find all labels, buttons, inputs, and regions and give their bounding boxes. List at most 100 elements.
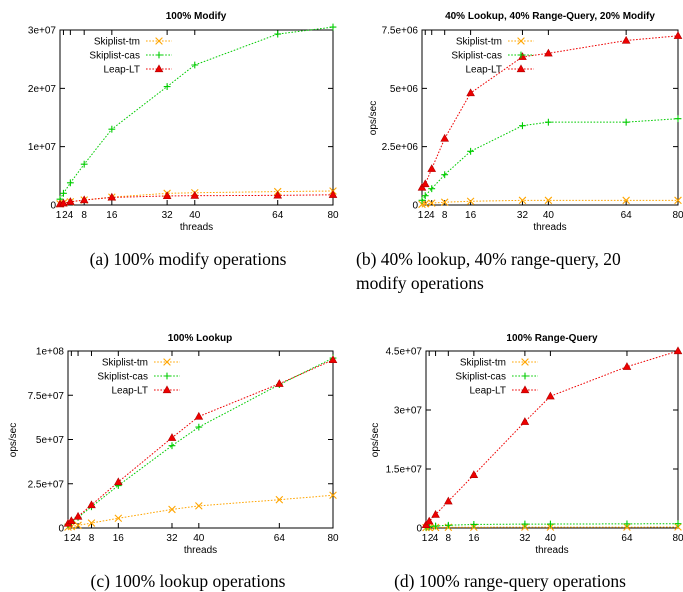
legend-marker bbox=[163, 372, 171, 380]
x-tick-label: 16 bbox=[468, 533, 480, 544]
legend-label: Skiplist-tm bbox=[94, 37, 140, 48]
legend-label: Leap-LT bbox=[103, 65, 140, 76]
data-point bbox=[195, 502, 203, 510]
y-tick-label: 0 bbox=[58, 524, 64, 535]
data-point bbox=[544, 196, 553, 205]
y-tick-label: 2e+07 bbox=[28, 84, 57, 95]
data-point bbox=[59, 198, 68, 207]
data-point bbox=[673, 346, 683, 355]
series-leap-lt bbox=[421, 346, 683, 528]
legend-label: Skiplist-cas bbox=[455, 372, 506, 383]
data-point bbox=[329, 491, 337, 500]
x-tick-label: 80 bbox=[327, 210, 339, 221]
series-line bbox=[67, 357, 334, 525]
series-skiplist-cas bbox=[418, 115, 682, 204]
legend-marker bbox=[516, 64, 526, 73]
x-axis-label: threads bbox=[535, 545, 568, 556]
series-skiplist-tm bbox=[418, 196, 682, 209]
x-tick-label: 40 bbox=[543, 210, 555, 221]
legend: Skiplist-tm Skiplist-cas Leap-LT bbox=[97, 358, 180, 397]
data-point bbox=[622, 362, 632, 370]
y-tick-label: 0 bbox=[416, 524, 422, 535]
y-tick-label: 1.5e+07 bbox=[386, 465, 423, 476]
data-point bbox=[440, 133, 449, 142]
data-point bbox=[421, 192, 429, 200]
x-tick-label: 16 bbox=[106, 210, 118, 221]
data-point bbox=[191, 61, 199, 69]
legend-label: Skiplist-tm bbox=[460, 358, 506, 369]
x-tick-label: 8 bbox=[446, 533, 452, 544]
x-tick-label: 32 bbox=[517, 210, 529, 221]
y-tick-label: 0 bbox=[412, 201, 418, 212]
legend-marker bbox=[521, 358, 529, 366]
x-tick-label: 2 bbox=[428, 533, 434, 544]
plot-frame bbox=[59, 29, 334, 206]
x-tick-label: 4 bbox=[433, 533, 439, 544]
data-point bbox=[329, 23, 337, 31]
chart-title: 100% Range-Query bbox=[506, 333, 598, 344]
data-point bbox=[521, 520, 529, 528]
data-point bbox=[546, 391, 555, 400]
y-tick-label: 2.5e+06 bbox=[382, 142, 419, 153]
legend-label: Leap-LT bbox=[465, 65, 502, 76]
legend-marker bbox=[155, 37, 163, 45]
x-tick-label: 64 bbox=[272, 210, 284, 221]
data-point bbox=[87, 500, 96, 509]
x-tick-label: 80 bbox=[327, 533, 339, 544]
x-tick-label: 4 bbox=[75, 533, 81, 544]
data-point bbox=[427, 164, 437, 172]
data-point bbox=[275, 495, 284, 504]
data-point bbox=[470, 521, 478, 528]
data-point bbox=[79, 195, 89, 204]
data-point bbox=[544, 48, 553, 57]
x-tick-label: 1 bbox=[418, 210, 424, 221]
data-point bbox=[427, 199, 436, 207]
chart-panel-2: 40% Lookup, 40% Range-Query, 20% Modify 0… bbox=[368, 11, 683, 233]
data-point bbox=[466, 88, 475, 97]
series-leap-lt bbox=[55, 190, 338, 208]
series-skiplist-cas bbox=[56, 23, 337, 203]
legend-marker bbox=[517, 51, 525, 59]
data-point bbox=[66, 197, 75, 205]
y-tick-label: 1e+07 bbox=[28, 142, 57, 153]
data-point bbox=[273, 190, 283, 199]
series-line bbox=[67, 494, 334, 528]
x-tick-label: 80 bbox=[672, 533, 683, 544]
data-point bbox=[60, 189, 67, 197]
data-point bbox=[418, 196, 426, 204]
data-point bbox=[544, 118, 552, 126]
legend-label: Skiplist-cas bbox=[89, 51, 140, 62]
data-point bbox=[67, 516, 76, 525]
data-point bbox=[420, 179, 430, 188]
data-point bbox=[66, 179, 74, 187]
x-tick-label: 64 bbox=[621, 533, 633, 544]
x-tick-label: 8 bbox=[442, 210, 448, 221]
data-point bbox=[274, 30, 282, 38]
x-tick-label: 64 bbox=[274, 533, 286, 544]
y-tick-label: 0 bbox=[50, 201, 56, 212]
x-tick-label: 8 bbox=[89, 533, 95, 544]
x-tick-label: 4 bbox=[429, 210, 435, 221]
data-point bbox=[622, 118, 630, 126]
x-tick-label: 2 bbox=[70, 533, 76, 544]
legend-label: Leap-LT bbox=[469, 386, 506, 397]
data-point bbox=[674, 520, 682, 528]
y-tick-label: 4.5e+07 bbox=[386, 347, 423, 358]
x-tick-label: 32 bbox=[162, 210, 174, 221]
data-point bbox=[80, 160, 88, 168]
series-line bbox=[421, 118, 679, 201]
data-point bbox=[424, 516, 434, 525]
data-point bbox=[621, 35, 631, 44]
data-point bbox=[518, 196, 527, 205]
data-point bbox=[74, 521, 82, 530]
data-point bbox=[194, 411, 204, 420]
x-axis-label: threads bbox=[533, 222, 566, 233]
data-point bbox=[168, 442, 176, 450]
y-axis-label: ops/sec bbox=[368, 101, 379, 135]
x-tick-label: 40 bbox=[193, 533, 205, 544]
data-point bbox=[466, 197, 475, 206]
y-tick-label: 7.5e+06 bbox=[382, 26, 419, 37]
data-point bbox=[163, 83, 171, 90]
data-point bbox=[190, 191, 200, 199]
